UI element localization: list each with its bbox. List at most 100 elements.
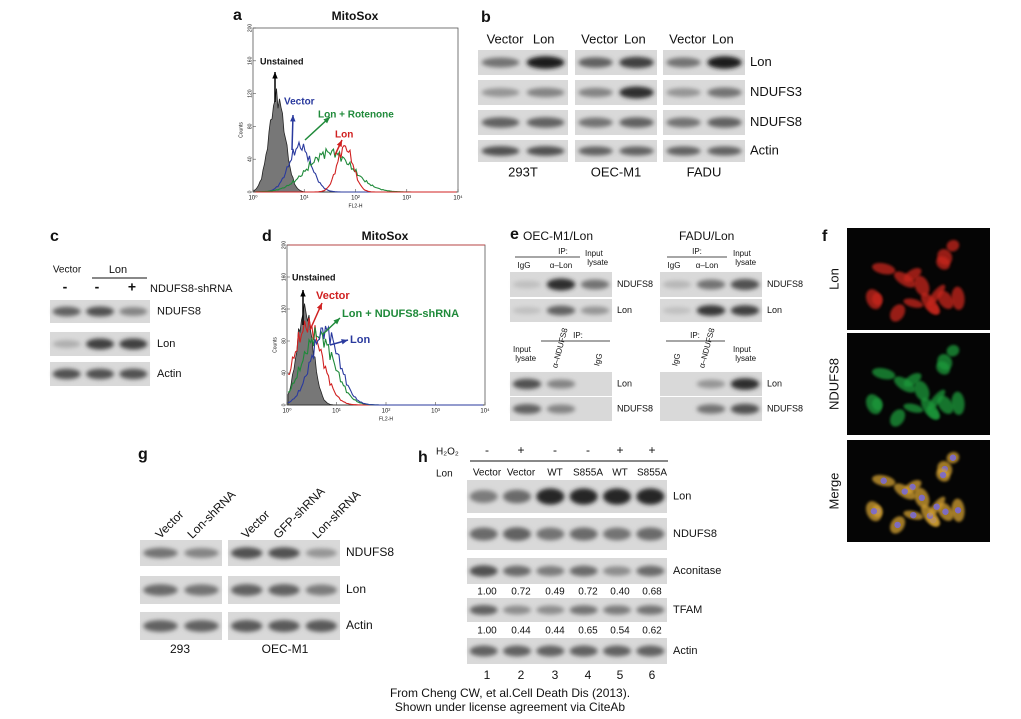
blot-band xyxy=(469,645,498,657)
row-label: Actin xyxy=(157,368,181,380)
image-label: NDUFS8 xyxy=(826,358,841,410)
y-tick-label: 120 xyxy=(281,305,287,314)
lane-label: S855A xyxy=(573,468,603,479)
lane-number: 2 xyxy=(518,668,525,682)
blot-band xyxy=(503,527,531,541)
nucleus xyxy=(894,521,901,529)
y-tick-label: 160 xyxy=(281,273,287,282)
arrow-head xyxy=(333,318,340,325)
sign: - xyxy=(95,279,100,295)
sign: + xyxy=(517,443,524,457)
row-label: Lon xyxy=(346,582,366,596)
x-tick-label: 10⁴ xyxy=(453,195,463,202)
sub-title: OEC-M1/Lon xyxy=(523,229,593,243)
blot-band xyxy=(512,378,542,390)
blot-band xyxy=(707,117,742,128)
blot-background xyxy=(575,140,657,162)
y-axis-label: Counts xyxy=(272,337,278,353)
lane-label: Vector xyxy=(581,31,619,46)
blot-band xyxy=(536,565,565,577)
sub-title: FADU/Lon xyxy=(679,229,734,243)
blot-band xyxy=(569,605,598,615)
curve-label: Lon xyxy=(350,334,370,346)
arrow-head xyxy=(323,117,330,124)
blot-band xyxy=(119,307,148,316)
curve-label: Lon + Rotenone xyxy=(318,110,394,121)
blot-band xyxy=(707,87,742,98)
lane-label: α–Lon xyxy=(696,261,718,270)
row-label: Actin xyxy=(750,142,779,157)
cell xyxy=(893,271,916,288)
blot-band xyxy=(569,488,598,505)
x-axis-label: FL2-H xyxy=(379,416,393,422)
blot-band xyxy=(469,604,498,616)
nucleus xyxy=(909,483,916,491)
lane-label: IgG xyxy=(670,352,682,367)
group-label: Lon xyxy=(109,264,127,276)
blot-band xyxy=(481,57,520,68)
blot-band xyxy=(305,548,338,558)
cell xyxy=(951,286,965,310)
blot-background xyxy=(467,518,667,550)
cell xyxy=(893,376,916,393)
blot-band xyxy=(503,605,531,615)
blot-band xyxy=(481,88,520,97)
blot-band xyxy=(305,619,338,633)
cell-label: OEC-M1 xyxy=(591,164,642,179)
blot-band xyxy=(696,404,726,414)
blot-band xyxy=(619,117,654,128)
cell xyxy=(872,367,896,380)
lane-number: 6 xyxy=(649,668,656,682)
y-tick-label: 80 xyxy=(281,338,287,344)
blot-band xyxy=(469,565,498,577)
row-label: Lon xyxy=(617,305,632,315)
panel-letter: b xyxy=(481,9,491,26)
ratio: 0.40 xyxy=(610,587,630,598)
lane-label: α–Lon xyxy=(550,261,572,270)
ratio: 0.68 xyxy=(642,587,662,598)
histogram-line xyxy=(254,144,457,193)
blot-band xyxy=(707,146,742,156)
blot-background xyxy=(663,140,745,162)
panel-letter: e xyxy=(510,226,519,243)
nucleus xyxy=(939,471,947,479)
treatment-label: H₂O₂ xyxy=(436,447,459,458)
sign: + xyxy=(616,443,623,457)
x-tick-label: 10⁴ xyxy=(480,408,490,415)
sign: + xyxy=(128,279,136,295)
arrow-head xyxy=(272,72,278,79)
image-label: Lon xyxy=(826,268,841,290)
lane-label: Vector xyxy=(152,507,186,541)
lane-label: IgG xyxy=(668,261,681,270)
blot-band xyxy=(603,488,631,505)
cell xyxy=(928,389,946,410)
blot-band xyxy=(52,306,81,317)
cell xyxy=(889,304,906,322)
lane-label: Input lysate xyxy=(585,249,609,267)
blot-band xyxy=(119,368,148,380)
curve-label: Vector xyxy=(316,290,350,302)
blot-band xyxy=(578,117,613,128)
blot-band xyxy=(730,305,760,316)
blot-band xyxy=(268,547,300,559)
y-tick-label: 120 xyxy=(247,89,253,98)
blot-band xyxy=(469,490,498,503)
row-label: Lon xyxy=(673,490,691,502)
curve-label: Lon xyxy=(335,130,353,141)
nucleus xyxy=(933,503,940,510)
cell xyxy=(903,403,924,413)
cell xyxy=(865,394,882,415)
x-tick-label: 10² xyxy=(382,409,391,415)
sign: - xyxy=(485,443,489,457)
nucleus xyxy=(949,454,957,461)
sign: - xyxy=(553,443,557,457)
blot-band xyxy=(305,584,338,596)
cell xyxy=(865,289,882,310)
blot-band xyxy=(636,605,665,615)
cell xyxy=(889,409,906,427)
cell xyxy=(872,262,896,275)
ratio: 1.00 xyxy=(477,587,497,598)
nucleus xyxy=(942,508,949,515)
curve-label: Unstained xyxy=(292,272,336,282)
